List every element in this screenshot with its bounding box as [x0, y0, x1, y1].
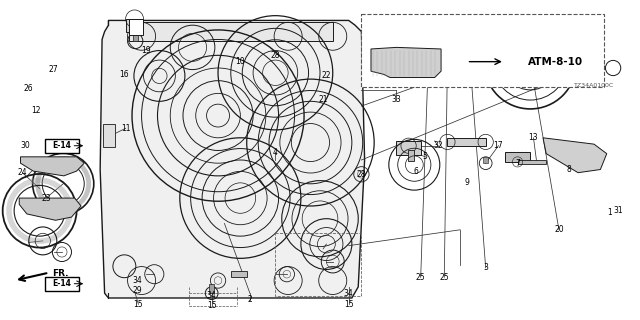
- Text: 3: 3: [483, 263, 488, 272]
- Text: 31: 31: [613, 206, 623, 215]
- Text: 7: 7: [515, 159, 520, 168]
- Text: 23: 23: [41, 194, 51, 203]
- Polygon shape: [19, 198, 81, 220]
- Bar: [209, 284, 214, 293]
- Bar: [447, 138, 486, 146]
- Text: 8: 8: [566, 165, 571, 174]
- Text: 12: 12: [32, 106, 41, 115]
- Bar: [129, 19, 143, 35]
- Bar: [231, 271, 246, 277]
- Text: 21: 21: [319, 95, 328, 104]
- Text: 6: 6: [413, 167, 418, 176]
- FancyBboxPatch shape: [45, 139, 79, 153]
- Text: 34: 34: [344, 289, 353, 298]
- Text: 32: 32: [433, 141, 443, 150]
- Bar: [132, 32, 138, 41]
- Text: E-14: E-14: [52, 141, 72, 150]
- Text: 4: 4: [273, 148, 278, 156]
- Text: 11: 11: [121, 124, 131, 133]
- Bar: [396, 141, 420, 155]
- Text: E-14: E-14: [52, 279, 72, 288]
- Polygon shape: [20, 157, 84, 176]
- Text: 24: 24: [18, 168, 28, 177]
- Text: 34: 34: [133, 276, 143, 285]
- Text: 9: 9: [464, 178, 469, 187]
- Text: 10: 10: [236, 57, 245, 66]
- Text: 27: 27: [49, 65, 58, 74]
- Bar: [483, 157, 488, 163]
- Bar: [129, 22, 333, 41]
- Text: 22: 22: [322, 71, 331, 80]
- Polygon shape: [371, 47, 441, 77]
- Text: 2: 2: [248, 295, 252, 304]
- Text: 5: 5: [422, 152, 428, 161]
- Polygon shape: [100, 20, 365, 298]
- Text: 1: 1: [607, 208, 612, 217]
- Text: ATM-8-10: ATM-8-10: [528, 57, 583, 67]
- Text: 19: 19: [141, 46, 151, 55]
- Text: 25: 25: [440, 273, 449, 282]
- Bar: [103, 124, 115, 147]
- Text: 15: 15: [207, 301, 216, 310]
- Text: 20: 20: [554, 225, 564, 234]
- Text: 29: 29: [133, 285, 143, 295]
- Bar: [518, 160, 546, 164]
- Bar: [125, 19, 143, 32]
- Text: 30: 30: [20, 141, 31, 150]
- Text: 33: 33: [392, 95, 401, 104]
- Bar: [505, 152, 531, 162]
- Text: 13: 13: [529, 133, 538, 142]
- Text: 34: 34: [207, 291, 216, 300]
- Polygon shape: [543, 138, 607, 173]
- Text: 26: 26: [24, 84, 34, 93]
- Bar: [408, 150, 414, 161]
- Text: 17: 17: [493, 141, 503, 150]
- Text: FR.: FR.: [52, 269, 69, 278]
- Bar: [362, 14, 604, 87]
- FancyBboxPatch shape: [45, 277, 79, 291]
- Text: 28: 28: [271, 51, 280, 60]
- Text: 15: 15: [344, 300, 353, 309]
- Text: 28: 28: [356, 170, 366, 179]
- Text: TZ34A0100C: TZ34A0100C: [574, 83, 614, 88]
- Text: 16: 16: [119, 70, 129, 79]
- Text: 15: 15: [134, 300, 143, 309]
- Bar: [275, 233, 362, 296]
- Text: 25: 25: [416, 273, 426, 282]
